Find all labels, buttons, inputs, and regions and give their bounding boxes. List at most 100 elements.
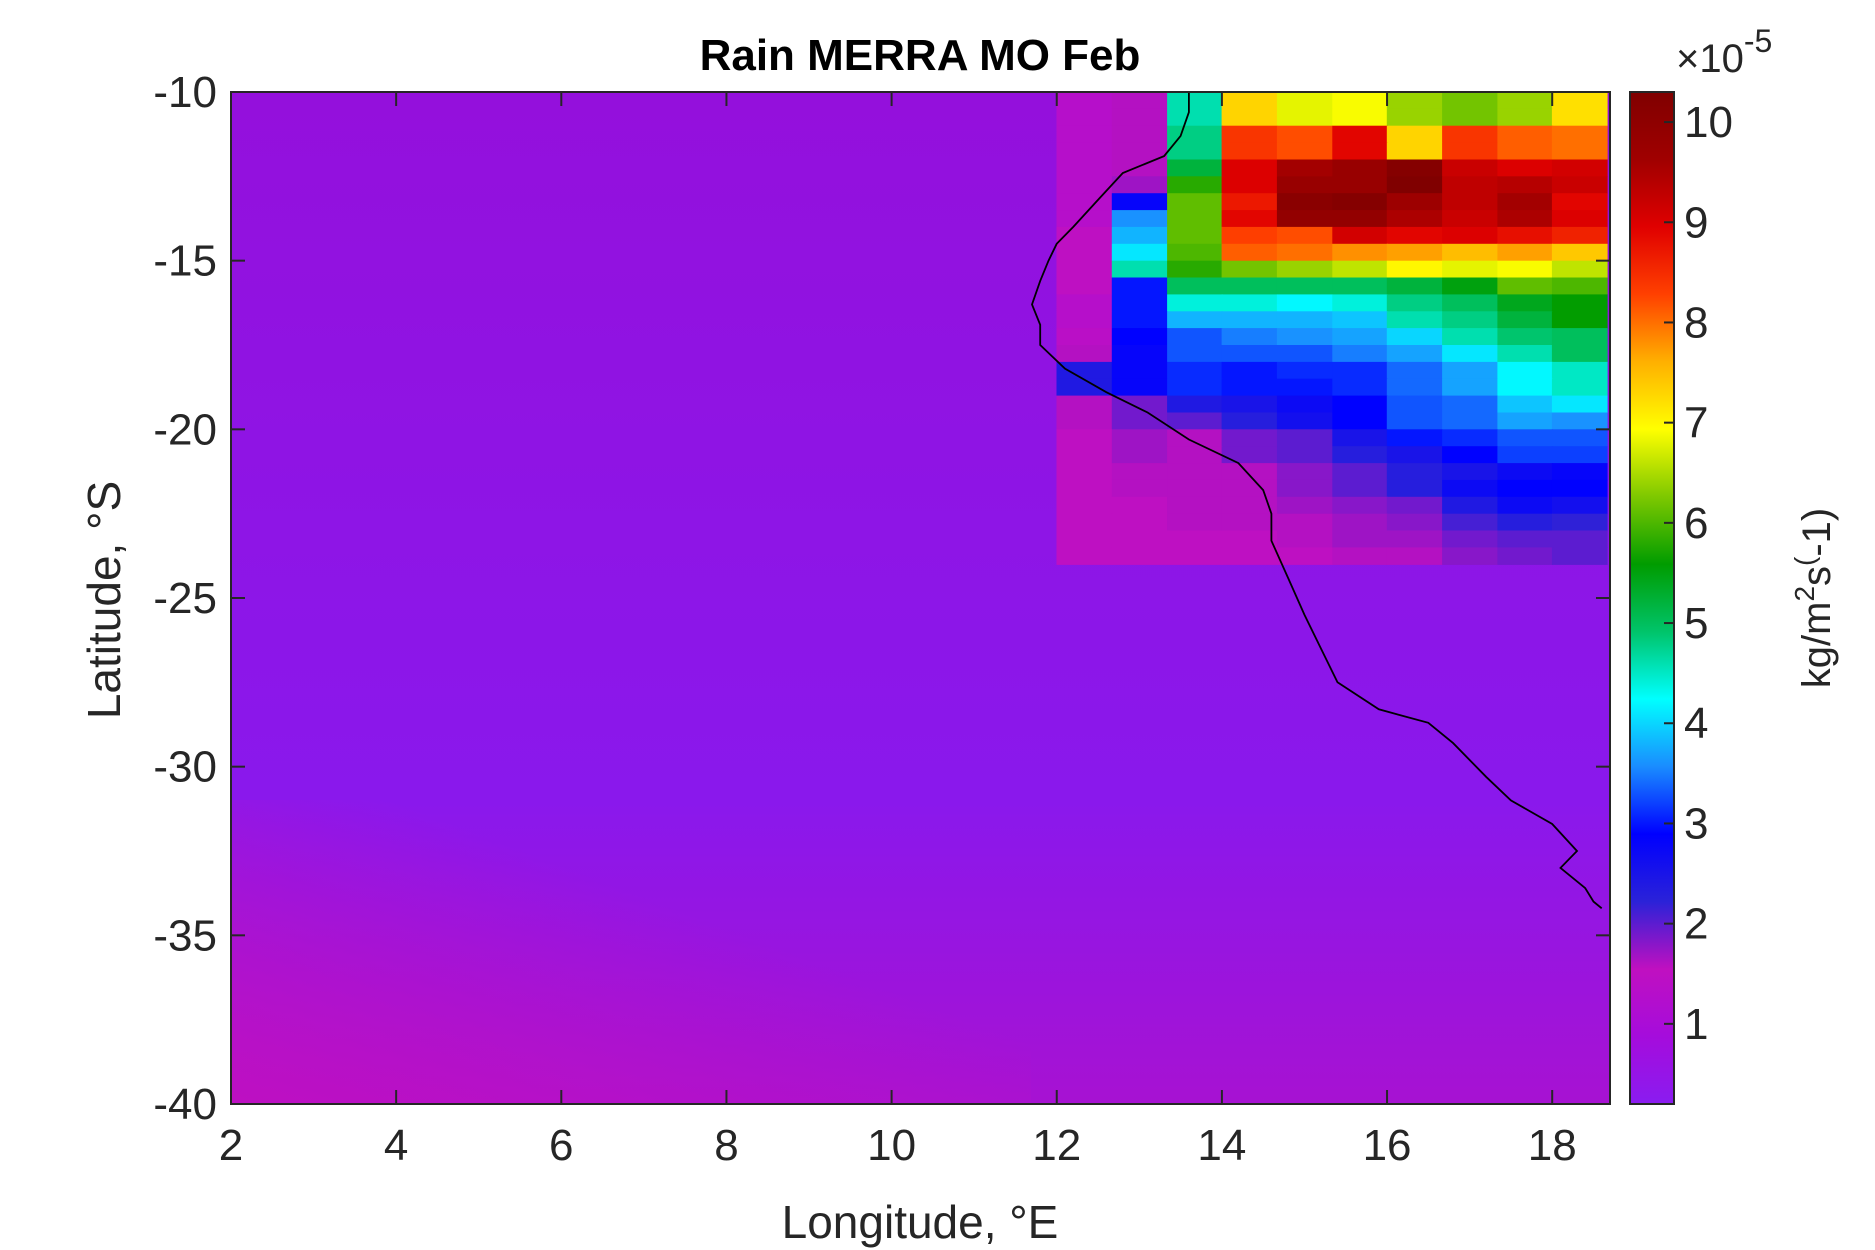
colorbar-frame	[1629, 91, 1675, 1105]
heatmap-cell	[1276, 193, 1333, 211]
heatmap-cell	[1442, 125, 1498, 144]
heatmap-cell	[1221, 429, 1278, 447]
heatmap-cell	[1167, 446, 1223, 464]
heatmap-cell	[1442, 412, 1498, 430]
heatmap-cell	[1056, 142, 1113, 161]
heatmap-cell	[1056, 378, 1113, 397]
heatmap-cells	[1056, 92, 1608, 565]
heatmap-cell	[1442, 547, 1498, 565]
heatmap-cell	[1221, 479, 1278, 498]
heatmap-cell	[1386, 92, 1443, 110]
heatmap-cell	[1497, 159, 1554, 177]
heatmap-cell	[1442, 479, 1498, 498]
heatmap-cell	[1442, 361, 1498, 380]
heatmap-cell	[1167, 328, 1223, 346]
colorbar-tick-label: 5	[1684, 599, 1708, 648]
heatmap-cell	[1276, 429, 1333, 447]
heatmap-cell	[1497, 260, 1554, 279]
heatmap-cell	[1551, 496, 1608, 515]
heatmap-cell	[1386, 496, 1443, 515]
heatmap-cell	[1276, 378, 1333, 397]
heatmap-cell	[1111, 328, 1168, 346]
heatmap-cell	[1056, 463, 1113, 481]
heatmap-cell	[1167, 142, 1223, 161]
heatmap-cell	[1332, 530, 1388, 548]
heatmap-cell	[1221, 193, 1278, 211]
heatmap-cell	[1386, 294, 1443, 312]
heatmap-cell	[1221, 210, 1278, 228]
heatmap-cell	[1167, 479, 1223, 498]
heatmap-cell	[1056, 210, 1113, 228]
heatmap-cell	[1111, 92, 1168, 110]
heatmap-cell	[1551, 193, 1608, 211]
heatmap-cell	[1056, 159, 1113, 177]
heatmap-cell	[1332, 496, 1388, 515]
heatmap-cell	[1551, 243, 1608, 262]
heatmap-cell	[1221, 345, 1278, 363]
heatmap-cell	[1386, 260, 1443, 279]
heatmap-cell	[1497, 496, 1554, 515]
heatmap-cell	[1221, 226, 1278, 245]
heatmap-cell	[1442, 463, 1498, 481]
heatmap-cell	[1056, 92, 1113, 110]
heatmap-cell	[1386, 277, 1443, 295]
colorbar-tick-label: 2	[1684, 900, 1708, 949]
heatmap-cell	[1221, 243, 1278, 262]
heatmap-cell	[1056, 243, 1113, 262]
heatmap-cell	[1551, 92, 1608, 110]
heatmap-cell	[1332, 446, 1388, 464]
heatmap-cell	[1497, 446, 1554, 464]
heatmap-cell	[1551, 277, 1608, 295]
x-tick-label: 8	[714, 1121, 738, 1170]
heatmap-cell	[1276, 463, 1333, 481]
heatmap-cell	[1056, 311, 1113, 329]
heatmap-cell	[1332, 412, 1388, 430]
heatmap-cell	[1111, 463, 1168, 481]
heatmap-cell	[1386, 412, 1443, 430]
heatmap-cell	[1497, 429, 1554, 447]
colorbar-label-sup1: 2	[1789, 586, 1820, 602]
heatmap-cell	[1442, 496, 1498, 515]
heatmap-cell	[1386, 210, 1443, 228]
y-tick-label: -20	[153, 405, 217, 454]
heatmap-cell	[1386, 463, 1443, 481]
heatmap-cell	[1551, 429, 1608, 447]
heatmap-cell	[1056, 328, 1113, 346]
heatmap-cell	[1497, 108, 1554, 127]
heatmap-cell	[1111, 311, 1168, 329]
heatmap-cell	[1442, 345, 1498, 363]
heatmap-cell	[1111, 412, 1168, 430]
heatmap-cell	[1332, 159, 1388, 177]
heatmap-cell	[1442, 92, 1498, 110]
heatmap-cell	[1442, 210, 1498, 228]
heatmap-cell	[1386, 159, 1443, 177]
heatmap-cell	[1332, 378, 1388, 397]
heatmap-cell	[1167, 345, 1223, 363]
x-tick-label: 4	[384, 1121, 408, 1170]
x-tick-label: 12	[1032, 1121, 1081, 1170]
heatmap-cell	[1111, 108, 1168, 127]
heatmap-cell	[1276, 92, 1333, 110]
heatmap-cell	[1386, 513, 1443, 532]
heatmap-cell	[1497, 243, 1554, 262]
heatmap-cell	[1497, 463, 1554, 481]
heatmap-cell	[1551, 108, 1608, 127]
heatmap-cell	[1442, 226, 1498, 245]
heatmap-cell	[1221, 328, 1278, 346]
heatmap-cell	[1167, 226, 1223, 245]
heatmap-cell	[1167, 361, 1223, 380]
heatmap-cell	[1332, 429, 1388, 447]
colorbar-multiplier-exponent: -5	[1744, 23, 1772, 59]
heatmap-cell	[1551, 311, 1608, 329]
heatmap-cell	[1276, 395, 1333, 414]
heatmap-cell	[1332, 108, 1388, 127]
y-tick-label: -35	[153, 911, 217, 960]
heatmap-cell	[1386, 108, 1443, 127]
plot-area	[230, 91, 1611, 1105]
heatmap-cell	[1386, 530, 1443, 548]
heatmap-cell	[1497, 328, 1554, 346]
heatmap-cell	[1332, 311, 1388, 329]
heatmap-cell	[1386, 328, 1443, 346]
heatmap-cell	[1386, 429, 1443, 447]
